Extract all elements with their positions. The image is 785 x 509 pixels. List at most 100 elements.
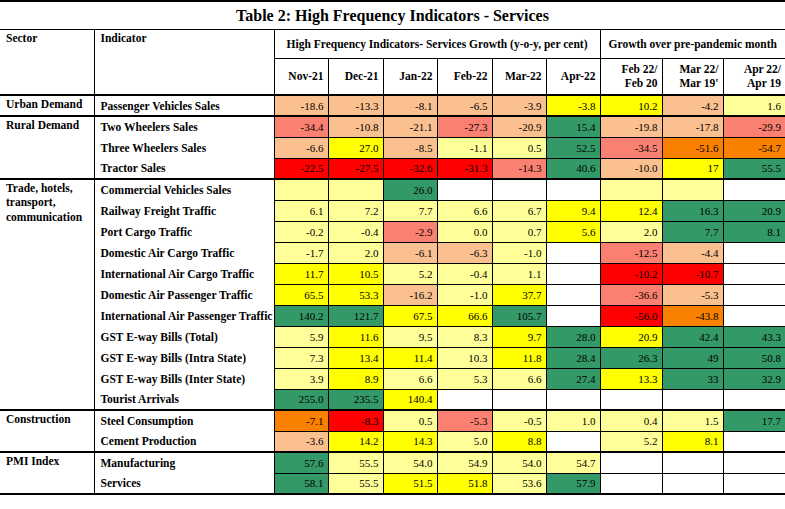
table-row: Railway Freight Traffic6.17.27.76.66.79.…	[0, 200, 785, 221]
value-cell: 1.0	[546, 410, 600, 431]
value-cell: -0.5	[492, 410, 546, 431]
table-body: Urban DemandPassenger Vehicles Sales-18.…	[0, 95, 785, 494]
value-cell: -31.3	[437, 158, 492, 179]
value-cell: -14.3	[492, 158, 546, 179]
value-cell: 67.5	[383, 305, 437, 326]
value-cell: -21.1	[383, 116, 437, 137]
value-cell: 26.3	[600, 347, 662, 368]
value-cell: -6.1	[383, 242, 437, 263]
indicator-cell: Cement Production	[94, 431, 274, 452]
value-cell: -1.7	[274, 242, 328, 263]
value-cell: -10.2	[600, 263, 662, 284]
table-row: GST E-way Bills (Total)5.911.69.58.39.72…	[0, 326, 785, 347]
value-cell: 40.6	[546, 158, 600, 179]
value-cell	[723, 389, 785, 410]
header-row-groups: Sector Indicator High Frequency Indicato…	[0, 30, 785, 58]
value-cell: 55.5	[328, 473, 383, 494]
table-row: Port Cargo Traffic-0.2-0.4-2.90.00.75.62…	[0, 221, 785, 242]
growth-period-line: Apr 19	[728, 76, 782, 90]
value-cell	[437, 389, 492, 410]
value-cell: 51.8	[437, 473, 492, 494]
value-cell	[662, 473, 723, 494]
value-cell: -8.1	[383, 95, 437, 116]
value-cell: -7.1	[274, 410, 328, 431]
indicator-cell: GST E-way Bills (Intra State)	[94, 347, 274, 368]
value-cell: -32.6	[383, 158, 437, 179]
growth-period-header: Feb 22/ Feb 20	[600, 58, 662, 95]
indicator-cell: Tractor Sales	[94, 158, 274, 179]
value-cell: 2.0	[600, 221, 662, 242]
indicator-cell: Tourist Arrivals	[94, 389, 274, 410]
value-cell	[546, 389, 600, 410]
value-cell: 5.2	[600, 431, 662, 452]
value-cell	[546, 431, 600, 452]
value-cell: 8.3	[437, 326, 492, 347]
value-cell: 28.0	[546, 326, 600, 347]
value-cell: 7.7	[383, 200, 437, 221]
value-cell: -27.5	[328, 158, 383, 179]
value-cell: 6.6	[383, 368, 437, 389]
value-cell	[328, 179, 383, 200]
value-cell: 43.3	[723, 326, 785, 347]
table-row: Services58.155.551.551.853.657.9	[0, 473, 785, 494]
table-row: ConstructionSteel Consumption-7.1-8.30.5…	[0, 410, 785, 431]
value-cell: 140.4	[383, 389, 437, 410]
value-cell: 12.4	[600, 200, 662, 221]
value-cell	[723, 305, 785, 326]
value-cell: 11.8	[492, 347, 546, 368]
value-cell: 14.2	[328, 431, 383, 452]
value-cell	[546, 179, 600, 200]
value-cell: 5.9	[274, 326, 328, 347]
value-cell: 58.1	[274, 473, 328, 494]
value-cell: 17	[662, 158, 723, 179]
indicator-cell: Passenger Vehicles Sales	[94, 95, 274, 116]
value-cell: 0.7	[492, 221, 546, 242]
value-cell: 1.5	[662, 410, 723, 431]
value-cell: 42.4	[662, 326, 723, 347]
value-cell: 255.0	[274, 389, 328, 410]
value-cell: 55.5	[328, 452, 383, 473]
value-cell	[600, 389, 662, 410]
value-cell: -8.5	[383, 137, 437, 158]
month-header: Mar-22	[492, 58, 546, 95]
value-cell: 140.2	[274, 305, 328, 326]
value-cell	[600, 179, 662, 200]
growth-period-header: Apr 22/ Apr 19	[723, 58, 785, 95]
table-row: GST E-way Bills (Inter State)3.98.96.65.…	[0, 368, 785, 389]
value-cell: 50.8	[723, 347, 785, 368]
sector-cell: Rural Demand	[0, 116, 94, 179]
value-cell: -0.2	[274, 221, 328, 242]
value-cell: 9.5	[383, 326, 437, 347]
value-cell: 15.4	[546, 116, 600, 137]
value-cell: -6.6	[274, 137, 328, 158]
value-cell: -1.1	[437, 137, 492, 158]
value-cell: 8.1	[723, 221, 785, 242]
value-cell: 1.6	[723, 95, 785, 116]
page-title: Table 2: High Frequency Indicators - Ser…	[0, 2, 785, 30]
value-cell: -43.8	[662, 305, 723, 326]
value-cell	[600, 452, 662, 473]
month-header: Dec-21	[328, 58, 383, 95]
month-header: Feb-22	[437, 58, 492, 95]
value-cell: 37.7	[492, 284, 546, 305]
value-cell: 10.5	[328, 263, 383, 284]
value-cell: -0.4	[437, 263, 492, 284]
indicator-cell: Steel Consumption	[94, 410, 274, 431]
indicators-table: Sector Indicator High Frequency Indicato…	[0, 30, 785, 495]
table-row: Domestic Air Passenger Traffic65.553.3-1…	[0, 284, 785, 305]
value-cell: 53.6	[492, 473, 546, 494]
table-row: International Air Cargo Traffic11.710.55…	[0, 263, 785, 284]
value-cell: 49	[662, 347, 723, 368]
value-cell: 9.7	[492, 326, 546, 347]
value-cell: -10.0	[600, 158, 662, 179]
value-cell: 32.9	[723, 368, 785, 389]
value-cell: -1.0	[437, 284, 492, 305]
value-cell	[546, 242, 600, 263]
value-cell: -3.8	[546, 95, 600, 116]
indicator-cell: GST E-way Bills (Total)	[94, 326, 274, 347]
value-cell: 27.0	[328, 137, 383, 158]
table-page: Table 2: High Frequency Indicators - Ser…	[0, 0, 785, 509]
growth-period-line: Apr 22/	[728, 62, 782, 76]
value-cell: 13.3	[600, 368, 662, 389]
value-cell: 2.0	[328, 242, 383, 263]
